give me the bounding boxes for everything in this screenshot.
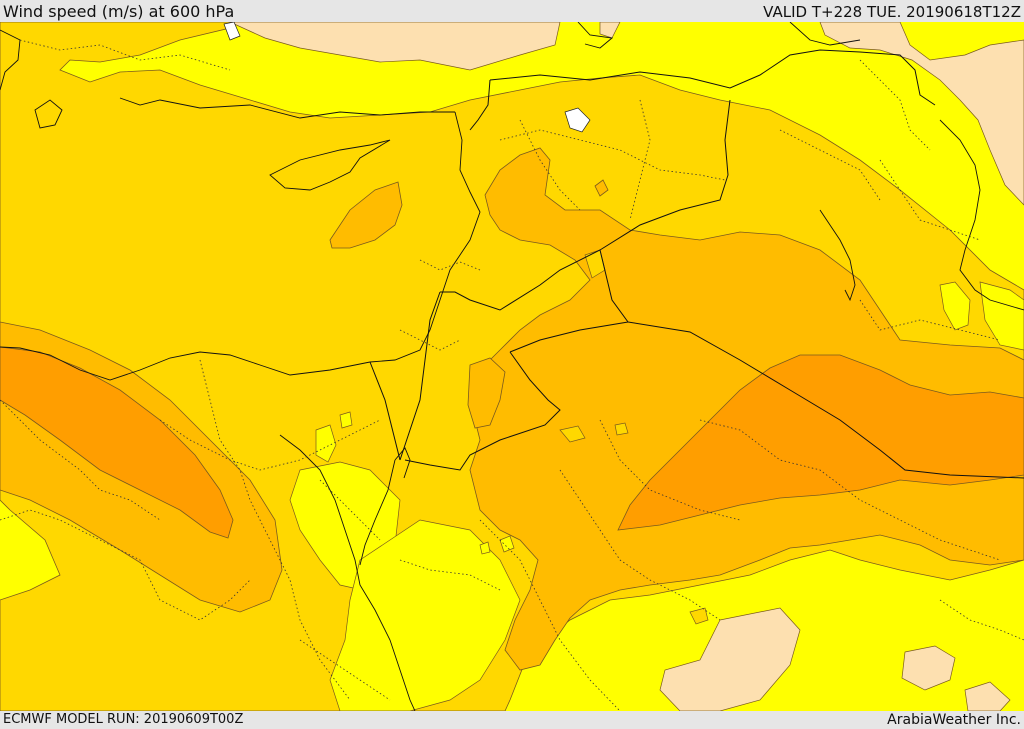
band-mid-pockets — [559, 249, 709, 625]
band-low-islands — [289, 281, 1024, 711]
band-highest-regions — [0, 346, 1024, 539]
map-title: Wind speed (m/s) at 600 hPa — [3, 2, 235, 21]
coastlines — [0, 22, 1024, 711]
wind-speed-map — [0, 22, 1024, 711]
region-boundaries — [0, 39, 1024, 711]
valid-time: VALID T+228 TUE. 20190618T12Z — [763, 3, 1021, 21]
credit-label: ArabiaWeather Inc. — [887, 712, 1021, 728]
header-bar: Wind speed (m/s) at 600 hPa VALID T+228 … — [0, 0, 1024, 22]
water-features — [223, 22, 591, 133]
footer-bar: ECMWF MODEL RUN: 20190609T00Z ArabiaWeat… — [0, 711, 1024, 729]
country-borders — [369, 49, 1024, 479]
model-run-label: ECMWF MODEL RUN: 20190609T00Z — [3, 712, 244, 727]
band-lowest-regions — [117, 22, 1024, 711]
